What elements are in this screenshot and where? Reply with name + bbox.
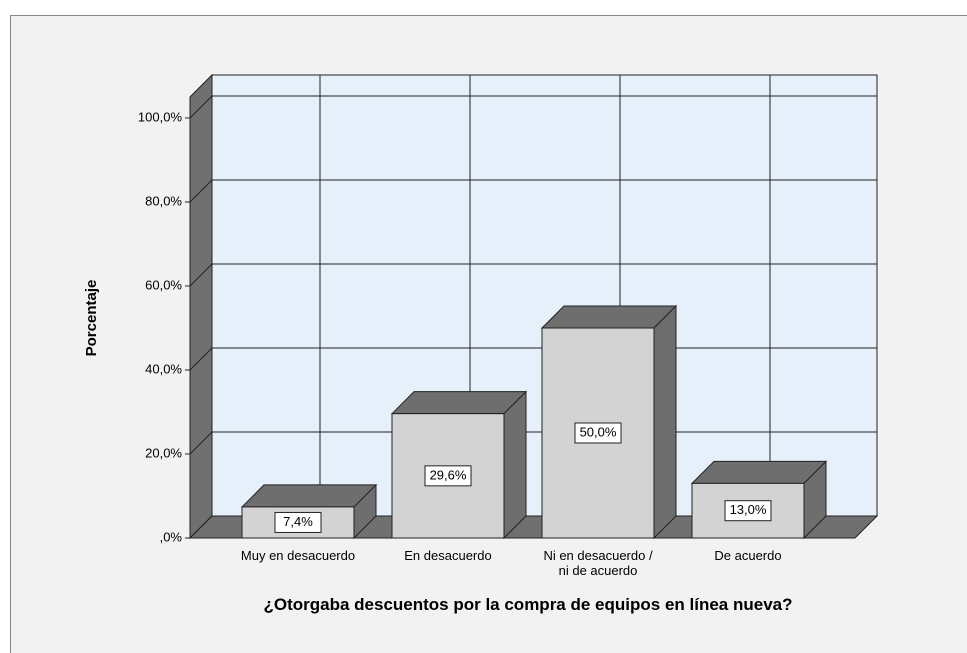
value-label: 29,6% [430,467,467,482]
grid-line [189,263,213,287]
value-label-box [574,422,622,444]
x-tick-label: De acuerdo [714,548,782,563]
value-label: 7,4% [283,514,313,529]
bar [391,413,505,539]
value-label: 13,0% [730,502,767,517]
y-tick-label: 20,0% [145,445,182,460]
bar-side [503,390,527,540]
value-label: 50,0% [580,424,617,439]
y-tick-label: ,0% [160,529,183,544]
x-tick-label: Muy en desacuerdo [240,548,356,563]
x-tick-label: Ni en desacuerdo / ni de acuerdo [543,548,653,578]
grid-line [189,347,213,371]
value-label-box [724,500,772,522]
value-label-box [424,465,472,487]
y-tick-label: 40,0% [145,361,182,376]
y-tick-label: 100,0% [138,109,183,124]
grid-line [189,431,213,455]
y-axis-label: Porcentaje [83,280,100,357]
value-label-box [274,511,322,533]
grid-line [189,95,213,119]
y-tick-label: 60,0% [145,277,182,292]
bar-side [653,304,677,540]
left-wall [189,73,213,540]
chart-title: ¿Otorgaba descuentos por la compra de eq… [263,595,793,614]
bar-top [540,305,678,329]
bar-top [390,391,528,415]
bar-top [240,484,378,508]
grid-line [189,179,213,203]
bar-top [690,460,828,484]
x-tick-label: En desacuerdo [404,548,492,563]
y-tick-label: 80,0% [145,193,182,208]
